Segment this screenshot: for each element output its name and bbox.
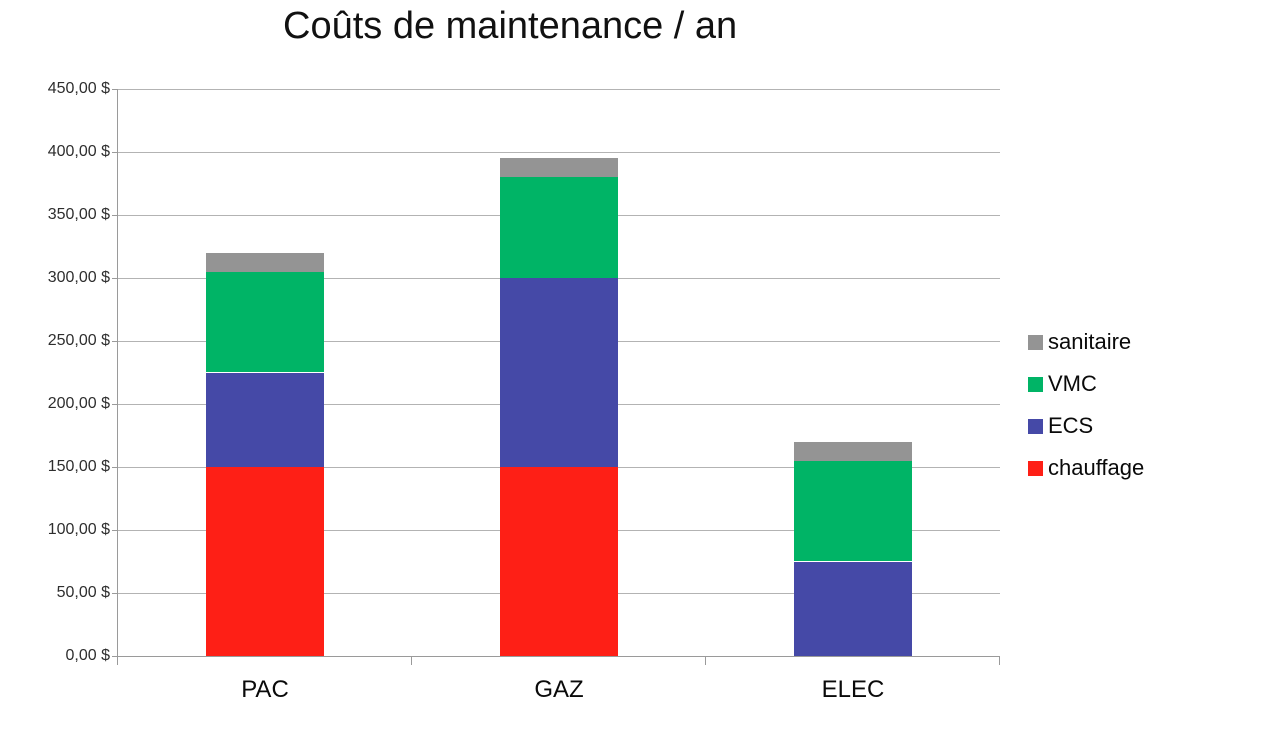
legend-item-VMC: VMC (1028, 369, 1144, 399)
bar-segment-PAC-chauffage (206, 467, 324, 656)
y-axis-tick-label: 200,00 $ (47, 395, 110, 412)
legend-label: ECS (1048, 413, 1094, 438)
legend-swatch-sanitaire (1028, 334, 1043, 350)
y-axis-tick-label: 300,00 $ (47, 269, 110, 286)
x-axis-tick (705, 656, 706, 665)
bar-segment-GAZ-sanitaire (500, 158, 618, 178)
y-axis-tick-label: 50,00 $ (56, 584, 110, 601)
x-axis-label-GAZ: GAZ (534, 676, 584, 703)
bar-segment-GAZ-ECS (500, 278, 618, 467)
gridline (118, 88, 1000, 90)
x-axis-tick (117, 656, 118, 665)
legend-label: sanitaire (1048, 329, 1132, 354)
x-axis-tick (999, 656, 1000, 665)
y-axis-tick (112, 403, 118, 405)
bar-segment-ELEC-sanitaire (794, 441, 912, 461)
y-axis-tick-label: 350,00 $ (47, 206, 110, 223)
y-axis-tick (112, 277, 118, 279)
bar-segment-GAZ-chauffage (500, 467, 618, 656)
y-axis-tick-label: 250,00 $ (47, 332, 110, 349)
legend-item-sanitaire: sanitaire (1028, 327, 1144, 357)
legend-item-ECS: ECS (1028, 411, 1144, 441)
legend: sanitaire VMC ECS chauffage (1028, 327, 1144, 495)
legend-swatch-VMC (1028, 376, 1043, 392)
legend-swatch-ECS (1028, 418, 1043, 434)
y-axis-tick-label: 100,00 $ (47, 521, 110, 538)
y-axis-tick (112, 592, 118, 594)
y-axis-tick (112, 529, 118, 531)
bar-segment-PAC-ECS (206, 372, 324, 467)
y-axis-tick (112, 151, 118, 153)
bar-segment-ELEC-ECS (794, 561, 912, 656)
gridline (118, 151, 1000, 153)
x-axis-label-PAC: PAC (241, 676, 289, 703)
y-axis-tick (112, 88, 118, 90)
y-axis-tick (112, 655, 118, 657)
y-axis-line (117, 89, 118, 656)
y-axis-tick-label: 450,00 $ (47, 80, 110, 97)
bar-segment-GAZ-VMC (500, 177, 618, 278)
y-axis-tick-label: 400,00 $ (47, 143, 110, 160)
legend-label: VMC (1048, 371, 1097, 396)
y-axis-tick (112, 214, 118, 216)
legend-item-chauffage: chauffage (1028, 453, 1144, 483)
x-axis-line (117, 656, 1000, 657)
y-axis-tick-label: 150,00 $ (47, 458, 110, 475)
bar-segment-PAC-sanitaire (206, 252, 324, 272)
y-axis-tick-label: 0,00 $ (65, 647, 110, 664)
x-axis-tick (411, 656, 412, 665)
chart-title: Coûts de maintenance / an (283, 5, 738, 47)
legend-swatch-chauffage (1028, 460, 1043, 476)
y-axis-tick (112, 466, 118, 468)
x-axis-label-ELEC: ELEC (821, 676, 885, 703)
bar-segment-PAC-VMC (206, 271, 324, 373)
bar-segment-ELEC-VMC (794, 460, 912, 562)
legend-label: chauffage (1048, 455, 1145, 480)
y-axis-tick (112, 340, 118, 342)
